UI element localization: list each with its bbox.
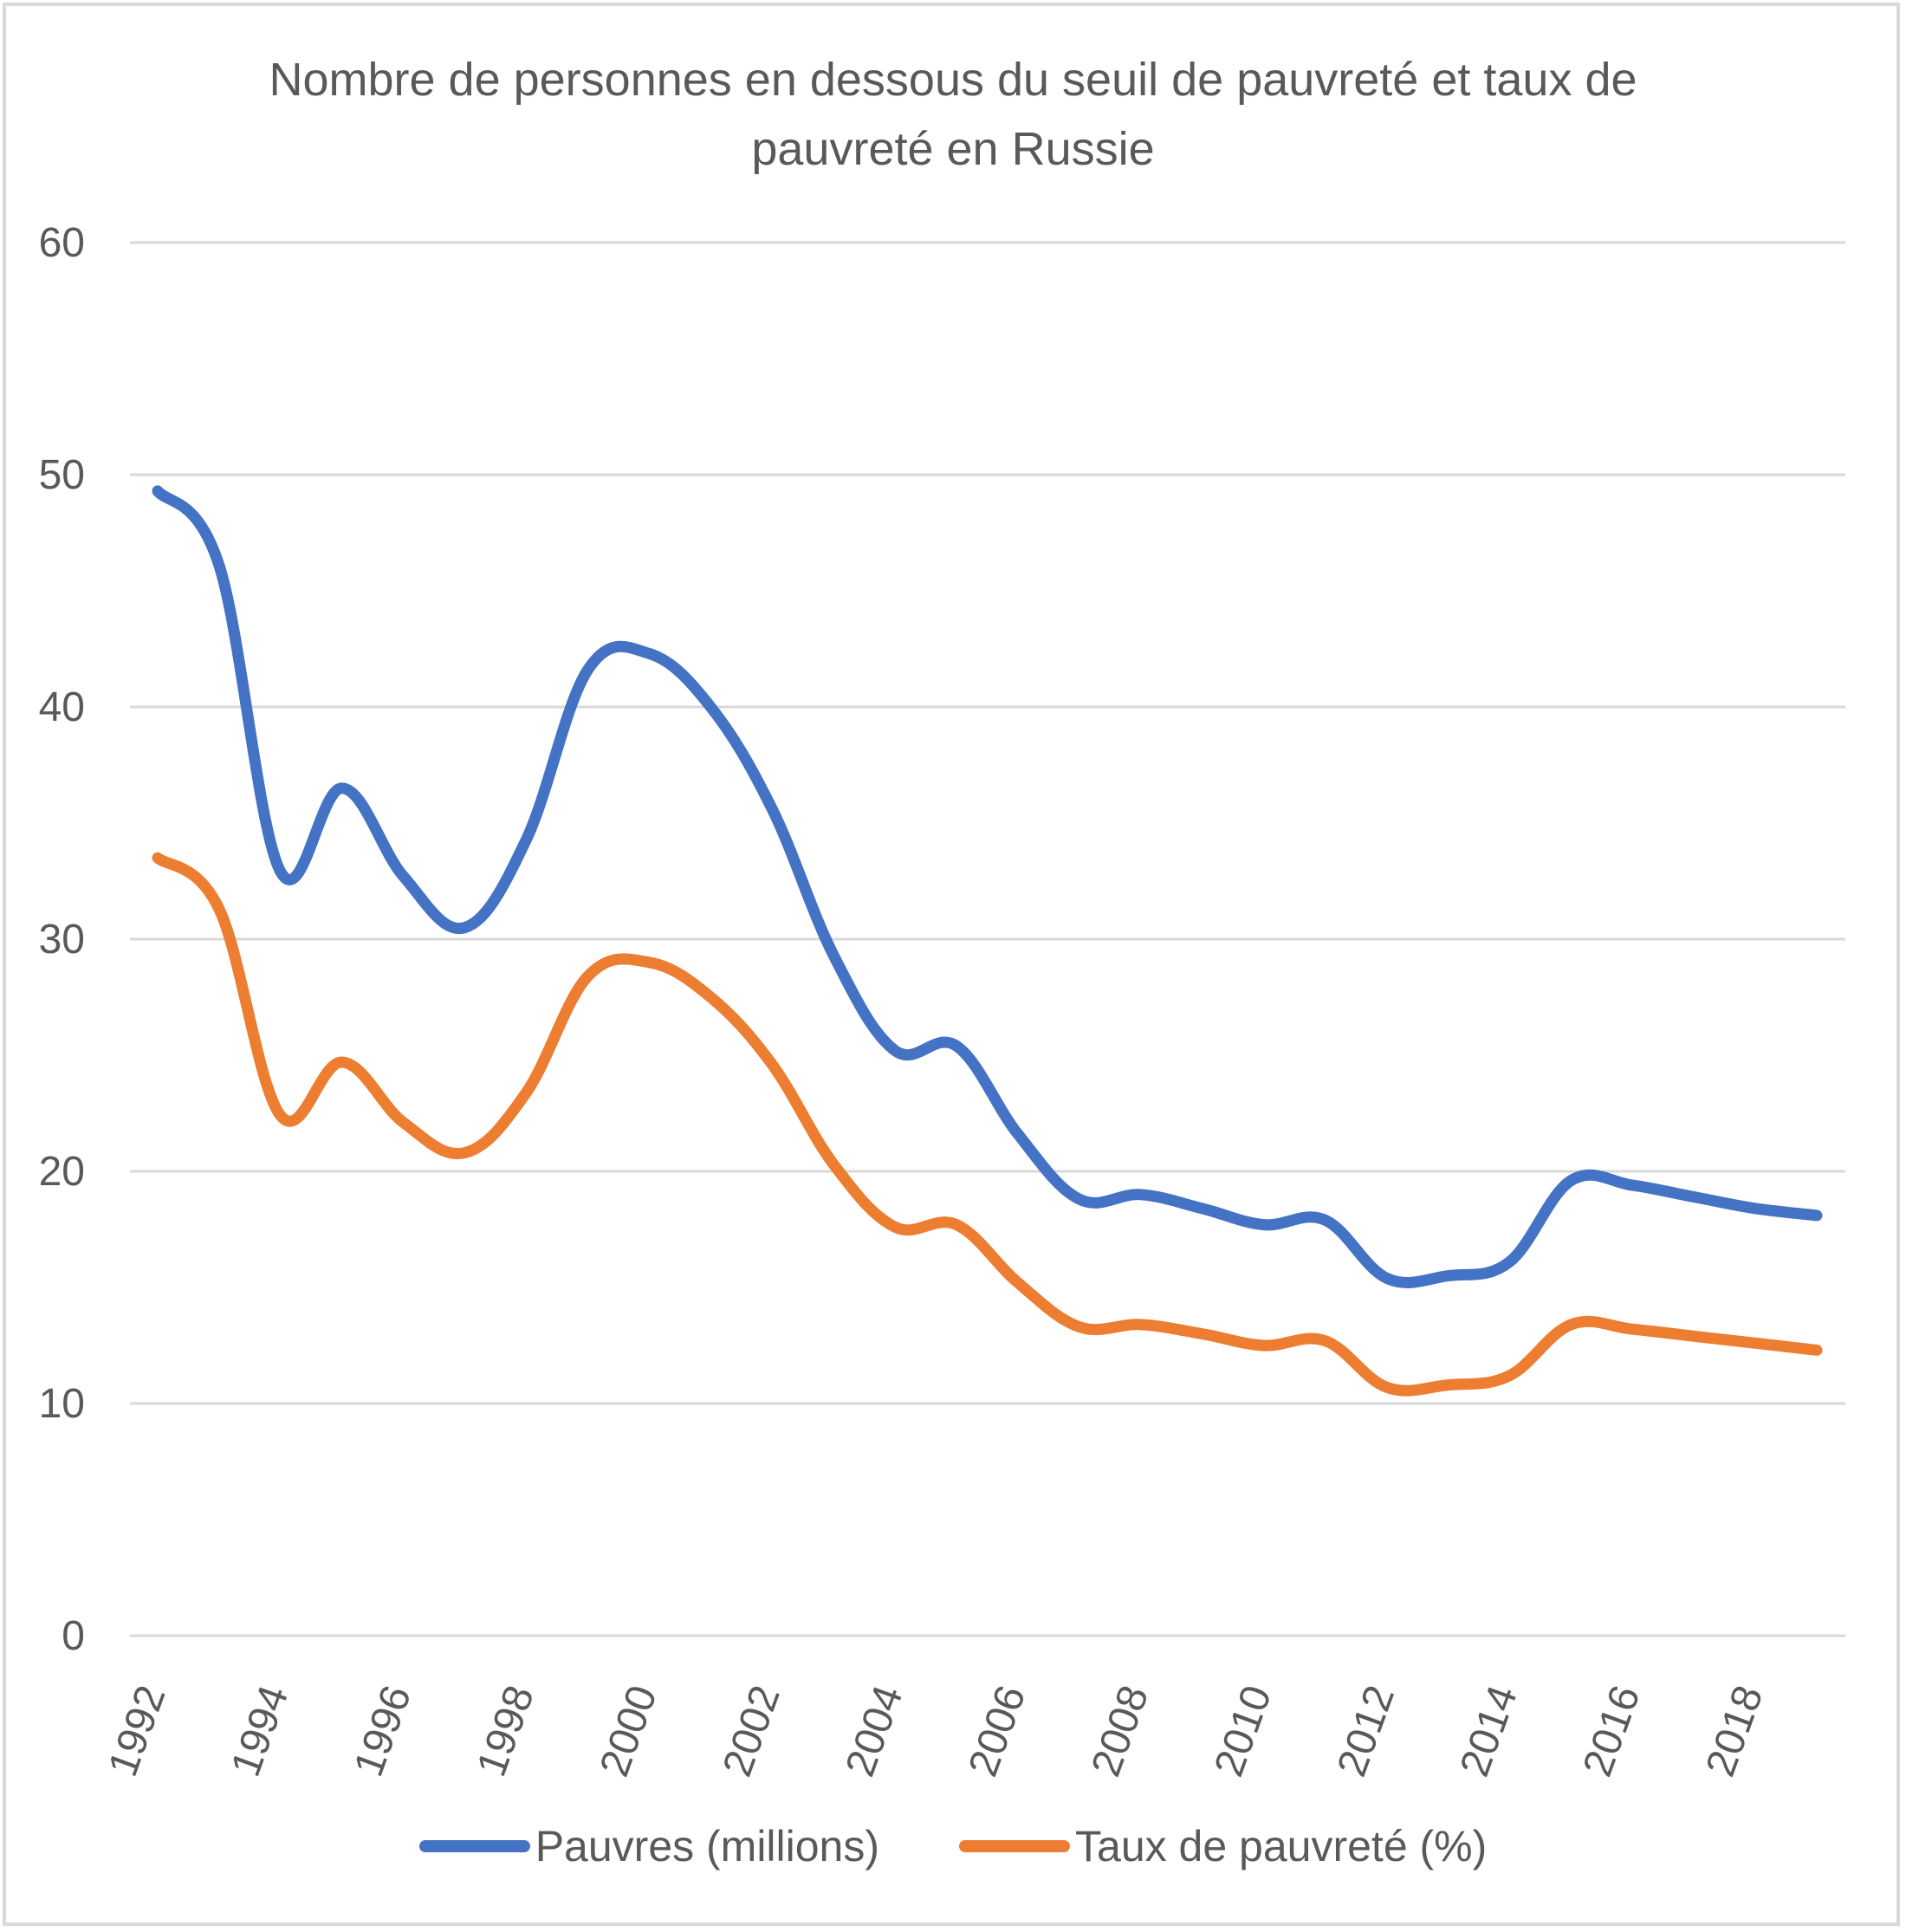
x-tick-label: 2006: [960, 1680, 1034, 1782]
chart-frame: [3, 3, 1900, 1926]
legend-label-pauvres: Pauvres (millions): [535, 1822, 880, 1870]
x-tick-label: 1994: [223, 1680, 297, 1782]
legend-swatch-pauvres: [418, 1840, 530, 1852]
y-tick-label: 30: [39, 917, 85, 963]
x-tick-label: 2002: [714, 1680, 788, 1782]
x-axis-ticks: 1992 1994 1996 1998 2000 2002 2004 2006 2008 2010…: [100, 1680, 1772, 1782]
legend: Pauvres (millions) Taux de pauvreté (%): [0, 1821, 1906, 1871]
legend-swatch-taux: [959, 1840, 1071, 1852]
x-tick-label: 2004: [837, 1680, 911, 1782]
series-line-pauvres: [152, 485, 1823, 1289]
y-tick-label: 0: [62, 1613, 85, 1659]
chart-title: Nombre de personnes en dessous du seuil …: [269, 54, 1637, 175]
x-tick-label: 1992: [100, 1680, 174, 1782]
gridlines: [130, 241, 1845, 1637]
y-tick-label: 50: [39, 452, 85, 498]
x-tick-label: 2010: [1206, 1680, 1280, 1782]
series-lines: [152, 485, 1823, 1397]
x-tick-label: 2008: [1083, 1680, 1157, 1782]
x-tick-label: 1996: [346, 1680, 420, 1782]
x-tick-label: 2012: [1329, 1680, 1404, 1782]
y-tick-label: 10: [39, 1381, 85, 1427]
legend-label-taux: Taux de pauvreté (%): [1075, 1822, 1488, 1870]
legend-entry-pauvres: Pauvres (millions): [418, 1821, 880, 1871]
x-tick-label: 2016: [1574, 1680, 1649, 1782]
series-line-taux: [152, 852, 1823, 1397]
x-tick-label: 2000: [592, 1680, 666, 1782]
y-axis-ticks: 0 10 20 30 40 50 60: [39, 220, 85, 1659]
y-tick-label: 40: [39, 684, 85, 730]
x-tick-label: 1998: [469, 1680, 543, 1782]
y-tick-label: 60: [39, 220, 85, 266]
x-tick-label: 2014: [1452, 1680, 1527, 1782]
legend-entry-taux: Taux de pauvreté (%): [959, 1821, 1487, 1871]
y-tick-label: 20: [39, 1149, 85, 1195]
x-tick-label: 2018: [1697, 1680, 1772, 1782]
